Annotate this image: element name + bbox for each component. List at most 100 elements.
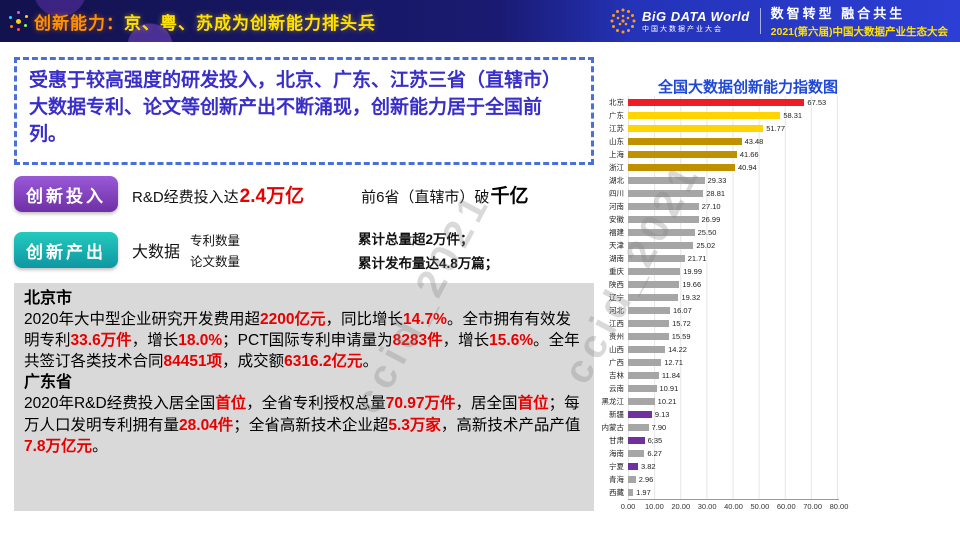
chart-bar <box>628 138 742 145</box>
chart-category-label: 河北 <box>609 306 624 315</box>
chart-value-label: 12.71 <box>664 358 683 367</box>
investment-value: 2.4万亿 <box>239 185 305 207</box>
highlight-value: 5.3万家 <box>388 416 441 434</box>
highlight-value: 84451项 <box>163 353 223 371</box>
chart-bar <box>628 99 805 106</box>
chart-value-label: 41.66 <box>739 150 759 159</box>
chart-value-label: 19.32 <box>681 293 701 302</box>
guangdong-title: 广东省 <box>24 374 73 392</box>
highlight-value: 6316.2亿元 <box>284 353 363 371</box>
chart-value-label: 28.81 <box>706 189 726 198</box>
chart-value-label: 19.99 <box>683 267 702 276</box>
body-text: ，全省专利授权总量 <box>246 395 386 413</box>
chart-track: 26.99 <box>628 213 838 226</box>
chart-track: 12.71 <box>628 356 838 369</box>
body-text: ；PCT国际专利申请量为 <box>222 332 393 350</box>
highlight-value: 2200亿元 <box>259 311 326 329</box>
conference-block: 数智转型 融合共生 2021(第六届)中国大数据产业生态大会 <box>771 3 948 39</box>
chart-bar <box>628 112 781 119</box>
chart-track: 43.48 <box>628 135 838 148</box>
chart-category-label: 湖北 <box>609 176 624 185</box>
chart-bar <box>628 437 645 444</box>
chart-row: 广东 58.31 <box>578 109 918 122</box>
chart-row: 湖南 21.71 <box>578 252 918 265</box>
highlight-value: 15.6% <box>489 332 534 350</box>
chart-value-label: 51.77 <box>766 124 786 133</box>
chart-track: 15.72 <box>628 317 838 330</box>
chart-bar <box>628 489 634 496</box>
chart-value-label: 6.27 <box>647 449 662 458</box>
chart-category-label: 福建 <box>609 228 624 237</box>
body-text: 。 <box>92 437 108 455</box>
header-slogan: 数智转型 融合共生 <box>770 6 906 21</box>
chart-row: 广西 12.71 <box>578 356 918 369</box>
chart-track: 67.53 <box>628 96 838 109</box>
chart-track: 16.07 <box>628 304 838 317</box>
chart-track: 6;35 <box>628 434 838 447</box>
chart-category-label: 辽宁 <box>609 293 624 302</box>
chart-value-label: 25.02 <box>696 241 716 250</box>
chart-category-label: 江苏 <box>609 124 624 133</box>
highlight-value: 18.0% <box>178 332 223 350</box>
chart-row: 辽宁 19.32 <box>578 291 918 304</box>
chart-bar <box>628 372 659 379</box>
chart-value-label: 43.48 <box>744 137 764 146</box>
chart-row: 海南 6.27 <box>578 447 918 460</box>
chart-bar <box>628 385 657 392</box>
chart-value-label: 1.97 <box>636 488 651 497</box>
page-title-main: 京、粤、苏成为创新能力排头兵 <box>124 13 376 33</box>
bigdata-world-logo: BiG DATA World 中国大数据产业大会 <box>610 8 750 34</box>
chart-track: 25.50 <box>628 226 838 239</box>
sparkle-icon <box>16 19 21 24</box>
chart-bar <box>628 463 638 470</box>
chart-category-label: 黑龙江 <box>601 397 625 406</box>
chart-bar <box>628 125 764 132</box>
chart-category-label: 安徽 <box>609 215 624 224</box>
highlight-value: 33.6万件 <box>70 332 132 350</box>
highlight-value: 首位 <box>517 395 549 413</box>
chart-bar <box>628 411 652 418</box>
chart-row: 安徽 26.99 <box>578 213 918 226</box>
chart-value-label: 15.59 <box>671 332 691 341</box>
body-text: ，增长 <box>131 332 179 350</box>
page-title-prefix: 创新能力： <box>34 13 124 33</box>
chart-axis-tick: 70.00 <box>803 502 823 511</box>
chart-track: 29.33 <box>628 174 838 187</box>
chart-track: 40.94 <box>628 161 838 174</box>
chart-category-label: 河南 <box>609 202 624 211</box>
body-text: ，成交额 <box>222 353 285 371</box>
chart-row: 陕西 19.66 <box>578 278 918 291</box>
chart-row: 上海 41.66 <box>578 148 918 161</box>
chart-category-label: 宁夏 <box>609 462 624 471</box>
chart-axis-tick: 40.00 <box>724 502 743 511</box>
highlight-value: 14.7% <box>402 311 447 329</box>
chart-axis-tick: 20.00 <box>671 502 691 511</box>
chart-bar <box>628 164 735 171</box>
chart-value-label: 58.31 <box>783 111 803 120</box>
investment-lead: R&D经费投入达 <box>132 188 239 206</box>
chart-bar <box>628 307 670 314</box>
chart-category-label: 海南 <box>609 449 624 458</box>
output-item: 论文数量 <box>190 255 241 269</box>
chart-value-label: 14.22 <box>668 345 687 354</box>
investment-text: R&D经费投入达 2.4万亿 前6省（直辖市）破 千亿 <box>132 181 528 208</box>
chart-track: 7.90 <box>628 421 838 434</box>
output-label: 大数据 <box>132 244 181 261</box>
chart-track: 19.32 <box>628 291 838 304</box>
chart-category-label: 广西 <box>609 358 624 367</box>
chart-row: 黑龙江 10.21 <box>578 395 918 408</box>
chart-value-label: 10.21 <box>657 397 677 406</box>
chart-category-label: 贵州 <box>609 332 624 341</box>
chart-track: 10.21 <box>628 395 838 408</box>
chart-category-label: 吉林 <box>609 371 624 380</box>
chart-value-label: 21.71 <box>687 254 707 263</box>
chart-track: 28.81 <box>628 187 838 200</box>
globe-icon <box>610 8 636 34</box>
body-text: 。全年共签订各类技术合同 <box>24 332 580 371</box>
body-text: ；每万人口发明专利拥有量 <box>24 395 580 434</box>
chart-bar <box>628 346 666 353</box>
chart-value-label: 2.96 <box>638 475 654 484</box>
chart-track: 9.13 <box>628 408 838 421</box>
chart-category-label: 山西 <box>609 345 624 354</box>
chart-row: 江西 15.72 <box>578 317 918 330</box>
